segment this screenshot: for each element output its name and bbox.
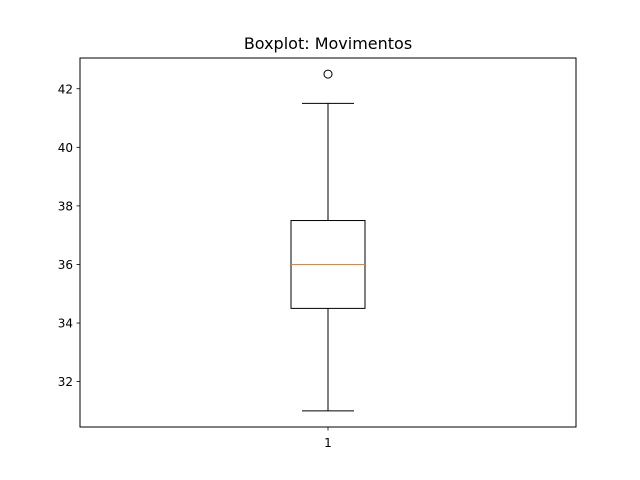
box-series (290, 69, 366, 412)
y-tick-label: 40 (58, 141, 73, 155)
y-tick-label: 36 (58, 258, 73, 272)
chart-title: Boxplot: Movimentos (244, 34, 412, 53)
y-tick-label: 32 (58, 375, 73, 389)
y-tick-label: 34 (58, 317, 73, 331)
x-tick-label: 1 (324, 436, 332, 450)
y-axis: 32 34 36 38 40 42 (58, 82, 80, 389)
y-tick-label: 42 (58, 82, 73, 96)
y-tick-label: 38 (58, 199, 73, 213)
outlier-point (323, 69, 333, 79)
x-axis: 1 (324, 427, 332, 450)
